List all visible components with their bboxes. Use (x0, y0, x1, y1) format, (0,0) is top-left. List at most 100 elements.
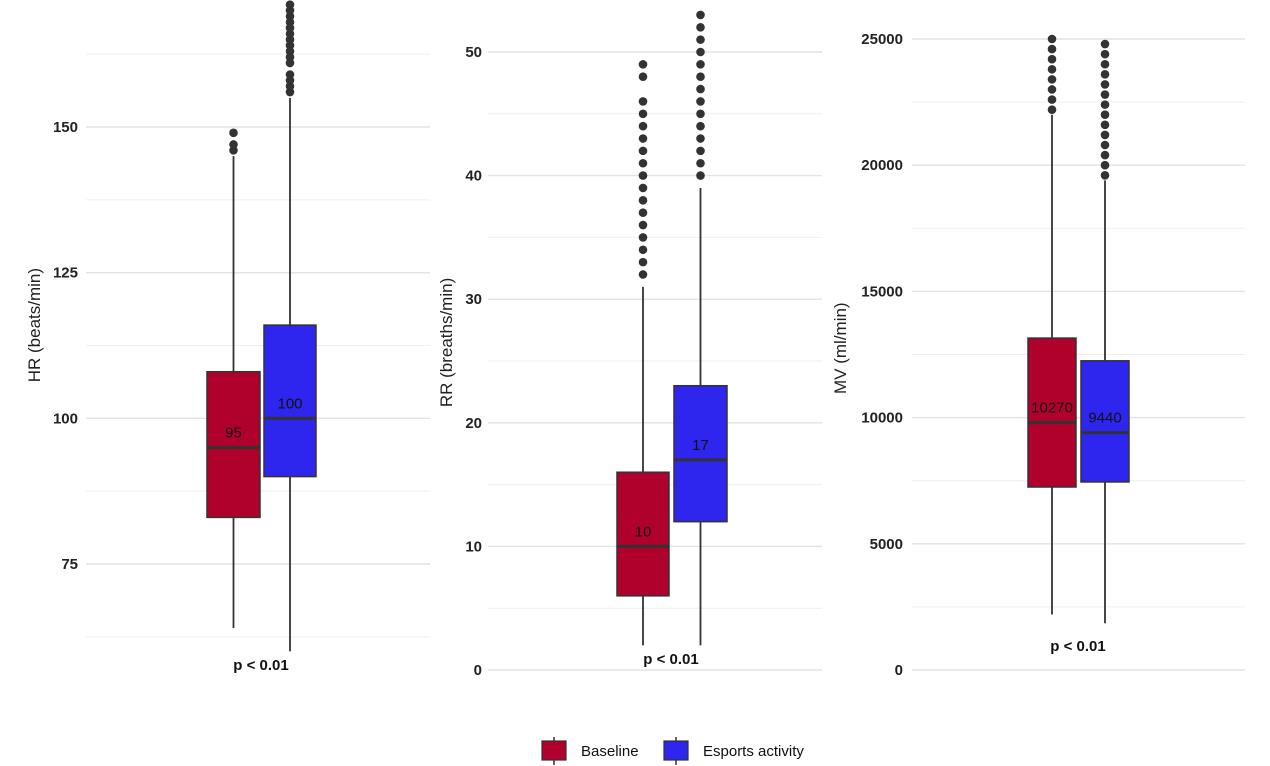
outlier-point (638, 146, 648, 156)
outlier-point (1100, 170, 1110, 180)
outlier-point (696, 146, 705, 156)
outlier-point (1047, 64, 1057, 74)
outlier-point (696, 109, 705, 119)
outlier-point (638, 72, 648, 82)
legend-key (663, 740, 689, 761)
outlier-point (1100, 110, 1110, 120)
chart-panel-1: 75 100 125 150 HR (beats/min) 95 100 p < 0.01 (25, 0, 430, 674)
y-tick-label: 0 (474, 662, 482, 679)
y-tick-label: 100 (53, 410, 78, 427)
outlier-point (285, 70, 295, 79)
outlier-point (1047, 75, 1057, 84)
median-label: 9440 (1088, 410, 1121, 427)
y-tick-label: 20000 (861, 157, 903, 174)
outlier-point (638, 134, 648, 143)
y-tick-label: 0 (895, 662, 903, 679)
outlier-point (1047, 95, 1057, 104)
outlier-point (1100, 160, 1110, 170)
outlier-point (696, 158, 705, 168)
p-value-annotation: p < 0.01 (233, 657, 288, 674)
legend-label: Esports activity (703, 743, 804, 760)
outlier-point (229, 140, 238, 149)
outlier-point (1100, 49, 1110, 59)
median-label: 100 (277, 395, 302, 412)
outlier-point (638, 220, 648, 230)
outlier-point (1100, 100, 1110, 109)
outlier-point (638, 158, 648, 168)
outlier-point (638, 60, 648, 69)
iqr-box (1027, 337, 1077, 488)
outlier-point (638, 245, 648, 255)
outlier-point (1047, 105, 1057, 114)
outlier-point (696, 22, 705, 32)
outlier-point (1100, 90, 1110, 99)
iqr-box (263, 324, 317, 478)
iqr-box (206, 370, 261, 519)
chart-panel-3: 0 5000 10000 15000 20000 25000 MV (ml/min) 1027… (831, 31, 1245, 679)
outlier-point (1047, 85, 1057, 94)
outlier-point (1100, 70, 1110, 79)
legend-item-baseline: Baseline (541, 737, 639, 765)
outlier-point (1100, 130, 1110, 140)
y-tick-label: 75 (61, 556, 78, 573)
legend: Baseline Esports activity (541, 737, 804, 765)
y-tick-label: 25000 (861, 31, 903, 48)
box-esports-activity: 100 (263, 0, 317, 652)
iqr-box (616, 471, 670, 597)
outlier-point (696, 171, 705, 180)
box-baseline: 95 (206, 128, 261, 629)
y-tick-label: 5000 (870, 536, 903, 553)
outlier-point (696, 47, 705, 57)
outlier-point (1100, 140, 1110, 150)
y-tick-label: 10 (465, 538, 482, 555)
outlier-point (1100, 120, 1110, 130)
outlier-point (1047, 54, 1057, 64)
outlier-point (638, 196, 648, 205)
outlier-point (1100, 59, 1110, 69)
median-label: 95 (225, 424, 242, 441)
legend-item-esports-activity: Esports activity (663, 737, 804, 765)
outlier-point (696, 97, 705, 106)
outlier-point (229, 128, 238, 138)
outlier-point (1047, 34, 1057, 44)
y-tick-label: 20 (465, 415, 482, 432)
box-esports-activity: 17 (673, 10, 728, 646)
median-label: 17 (692, 437, 709, 454)
outlier-point (696, 134, 705, 143)
y-tick-label: 15000 (861, 283, 903, 300)
outlier-point (1100, 150, 1110, 160)
y-tick-label: 30 (465, 291, 482, 308)
median-label: 10 (635, 523, 652, 540)
outlier-point (1100, 39, 1110, 49)
outlier-point (285, 0, 295, 9)
outlier-point (1100, 80, 1110, 89)
box-baseline: 10270 (1027, 34, 1077, 615)
outlier-point (638, 121, 648, 131)
y-tick-label: 50 (465, 44, 482, 61)
outlier-point (696, 84, 705, 94)
outlier-point (638, 183, 648, 193)
legend-key (541, 740, 567, 761)
outlier-point (638, 270, 648, 279)
outlier-point (638, 171, 648, 180)
y-axis-title: HR (beats/min) (25, 268, 44, 382)
y-tick-label: 40 (465, 168, 482, 185)
chart-panel-2: 0 10 20 30 40 50 RR (breaths/min) 10 17 p < 0.01 (437, 10, 822, 679)
y-axis-title: MV (ml/min) (831, 302, 850, 394)
outlier-point (696, 35, 705, 44)
outlier-point (696, 72, 705, 82)
box-esports-activity: 9440 (1080, 39, 1130, 624)
outlier-point (696, 121, 705, 131)
box-baseline: 10 (616, 60, 670, 646)
outlier-point (696, 60, 705, 69)
p-value-annotation: p < 0.01 (643, 651, 698, 668)
legend-label: Baseline (581, 743, 639, 760)
p-value-annotation: p < 0.01 (1050, 638, 1105, 655)
outlier-point (1047, 44, 1057, 54)
outlier-point (638, 97, 648, 106)
outlier-point (638, 257, 648, 267)
outlier-point (638, 208, 648, 217)
y-tick-label: 10000 (861, 410, 903, 427)
